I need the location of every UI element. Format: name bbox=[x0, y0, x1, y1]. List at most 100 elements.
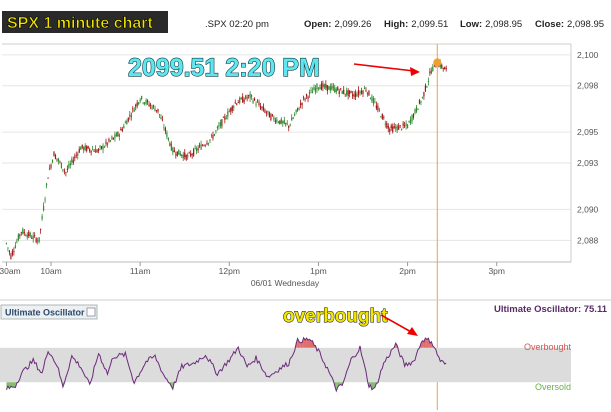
candle-body bbox=[221, 119, 223, 127]
candle-body bbox=[201, 145, 204, 147]
candle-body bbox=[402, 123, 404, 126]
svg-text:High:2,099.51: High: 2,099.51 bbox=[384, 19, 448, 30]
candle-body bbox=[429, 71, 431, 74]
candle-body bbox=[258, 102, 260, 106]
oversold-fill bbox=[13, 382, 16, 388]
candle-body bbox=[130, 115, 132, 117]
candle-body bbox=[40, 228, 42, 230]
candle-body bbox=[11, 251, 13, 255]
candle-body bbox=[163, 127, 165, 129]
candle-body bbox=[198, 145, 201, 147]
time-tick-label: 3pm bbox=[488, 266, 505, 276]
candle-body bbox=[182, 154, 184, 159]
candle-body bbox=[245, 95, 247, 99]
price-tick-label: 2,090 bbox=[577, 204, 599, 214]
candle-body bbox=[124, 122, 126, 124]
candle-body bbox=[326, 85, 328, 91]
candle-body bbox=[282, 121, 284, 124]
candle-body bbox=[291, 117, 293, 121]
candle-body bbox=[408, 120, 410, 122]
candle-body bbox=[132, 108, 134, 110]
candle-body bbox=[430, 70, 432, 74]
candle-body bbox=[411, 115, 413, 121]
candle-body bbox=[19, 234, 21, 236]
candle-body bbox=[227, 111, 229, 117]
header-close-value: 2,098.95 bbox=[567, 19, 604, 30]
candle-body bbox=[234, 102, 236, 104]
candle-body bbox=[239, 97, 241, 103]
candle-body bbox=[396, 125, 398, 131]
candle-body bbox=[337, 87, 339, 91]
candle-body bbox=[405, 123, 407, 126]
oscillator-panel-tab[interactable] bbox=[0, 304, 98, 320]
header-symbol-time: .SPX 02:20 pm bbox=[205, 19, 269, 30]
candle-body bbox=[224, 116, 226, 120]
candle-body bbox=[136, 102, 138, 106]
candle-body bbox=[252, 100, 254, 103]
oversold-fill bbox=[10, 382, 13, 388]
candle-body bbox=[404, 125, 406, 127]
candle-body bbox=[273, 117, 275, 120]
time-tick-label: 11am bbox=[130, 266, 151, 276]
candle-body bbox=[135, 104, 137, 107]
candle-body bbox=[432, 66, 434, 72]
candle-body bbox=[126, 121, 128, 125]
candle-body bbox=[20, 232, 22, 233]
candle-body bbox=[300, 103, 302, 105]
candle-body bbox=[219, 122, 221, 126]
candle-body bbox=[196, 148, 198, 151]
candle-body bbox=[121, 128, 123, 131]
candle-body bbox=[372, 98, 375, 104]
oscillator-panel-settings-icon[interactable] bbox=[86, 307, 96, 317]
candle-body bbox=[123, 125, 125, 128]
overbought-fill bbox=[308, 339, 310, 348]
candle-body bbox=[176, 151, 178, 156]
candle-body bbox=[215, 130, 217, 132]
candle-body bbox=[22, 229, 24, 234]
candle-body bbox=[120, 128, 122, 131]
candle-body bbox=[145, 100, 147, 104]
candle-body bbox=[100, 146, 103, 149]
candle-body bbox=[209, 139, 211, 141]
oscillator-readout: Ultimate Oscillator: 75.11 bbox=[494, 304, 608, 315]
candle-body bbox=[191, 154, 193, 156]
candle-body bbox=[86, 146, 88, 151]
candle-body bbox=[179, 153, 181, 156]
oversold-fill bbox=[371, 382, 374, 390]
chart-title: SPX 1 minute chart bbox=[7, 15, 153, 32]
candle-body bbox=[426, 86, 428, 88]
candle-body bbox=[160, 117, 162, 120]
candle-body bbox=[349, 90, 351, 94]
candle-body bbox=[178, 149, 180, 155]
candle-body bbox=[320, 83, 323, 90]
candle-body bbox=[365, 90, 367, 92]
candle-body bbox=[398, 125, 400, 130]
candle-body bbox=[356, 94, 358, 97]
candle-body bbox=[71, 159, 73, 163]
candle-body bbox=[93, 150, 95, 152]
candle-body bbox=[390, 125, 392, 128]
price-gridlines bbox=[2, 54, 571, 241]
candle-body bbox=[374, 101, 376, 103]
candle-body bbox=[392, 126, 394, 132]
candle-body bbox=[92, 149, 94, 151]
candle-body bbox=[28, 231, 30, 237]
candle-body bbox=[72, 160, 74, 163]
candle-body bbox=[274, 120, 276, 123]
high-point-marker bbox=[433, 58, 442, 67]
candle-body bbox=[99, 146, 101, 148]
candle-body bbox=[317, 87, 320, 89]
candle-body bbox=[103, 146, 106, 148]
price-tick-label: 2,093 bbox=[577, 158, 599, 168]
candle-body bbox=[264, 110, 266, 113]
candle-body bbox=[323, 84, 325, 87]
candle-body bbox=[17, 234, 19, 241]
candle-body bbox=[276, 119, 278, 122]
candle-body bbox=[249, 93, 251, 99]
candle-body bbox=[406, 124, 409, 129]
candle-body bbox=[78, 148, 80, 153]
candle-body bbox=[424, 85, 427, 92]
candle-body bbox=[141, 96, 143, 99]
candle-body bbox=[225, 118, 227, 119]
svg-text:.SPX 02:20 pm: .SPX 02:20 pm bbox=[205, 19, 269, 30]
